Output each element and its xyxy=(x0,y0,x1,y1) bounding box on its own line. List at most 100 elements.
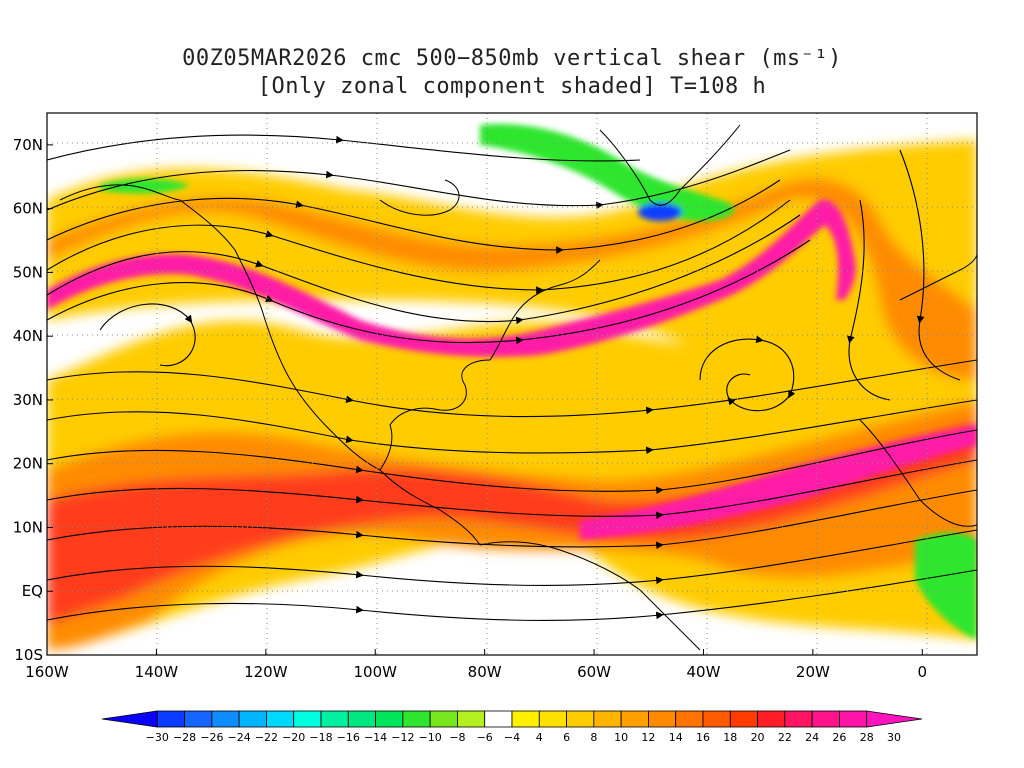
colorbar-label: −30 xyxy=(146,731,169,744)
colorbar-label: −16 xyxy=(337,731,360,744)
colorbar-label: −4 xyxy=(504,731,520,744)
colorbar-label: 8 xyxy=(590,731,597,744)
shade-strong-south xyxy=(47,420,977,625)
colorbar-label: 30 xyxy=(887,731,901,744)
streamline xyxy=(47,199,791,294)
colorbar-label: 24 xyxy=(805,731,819,744)
colorbar-swatch xyxy=(648,710,677,728)
colorbar-label: 16 xyxy=(696,731,710,744)
streamline xyxy=(47,179,781,254)
colorbar-swatch xyxy=(429,710,458,728)
map-frame xyxy=(46,112,978,656)
colorbar-swatch xyxy=(784,710,813,728)
coast-alaska xyxy=(59,184,181,201)
streamline xyxy=(47,134,641,162)
colorbar-label: 18 xyxy=(723,731,737,744)
streamline xyxy=(47,149,791,211)
shade-negative-greenland-core xyxy=(638,203,682,221)
colorbar-swatch xyxy=(757,710,786,728)
lat-tick-label: 20N xyxy=(13,455,43,473)
streamline xyxy=(47,489,977,550)
colorbar-label: −28 xyxy=(173,731,196,744)
negative-shear-shading xyxy=(100,124,977,640)
colorbar-swatch xyxy=(211,710,240,728)
graticule xyxy=(47,113,977,655)
coast-greenland xyxy=(599,124,741,206)
map-title-line-1: 00Z05MAR2026 cmc 500−850mb vertical shea… xyxy=(182,46,842,71)
lon-tick-label: 100W xyxy=(354,663,398,681)
streamlines xyxy=(47,134,977,621)
colorbar-swatch xyxy=(866,710,923,728)
map-title-line-2: [Only zonal component shaded] T=108 h xyxy=(257,74,767,99)
latitude-axis: 70N 60N 50N 40N 30N 20N 10N EQ 10S xyxy=(13,136,53,664)
colorbar-label: −8 xyxy=(449,731,465,744)
colorbar-swatch xyxy=(320,710,349,728)
lon-tick-label: 80W xyxy=(468,663,502,681)
streamline xyxy=(47,529,977,586)
longitude-axis: 160W 140W 120W 100W 80W 60W 40W 20W 0 xyxy=(25,649,927,681)
colorbar-swatch xyxy=(839,710,868,728)
colorbar-swatch xyxy=(675,710,704,728)
colorbar-label: −10 xyxy=(419,731,442,744)
shade-moderate-south xyxy=(47,400,977,650)
streamline xyxy=(47,569,977,621)
lat-tick-label: EQ xyxy=(22,582,43,600)
colorbar-label: 12 xyxy=(641,731,655,744)
colorbar-label: −24 xyxy=(228,731,251,744)
colorbar-label: 26 xyxy=(832,731,846,744)
shade-negative-greenland xyxy=(480,124,735,221)
colorbar-swatch xyxy=(484,710,513,728)
lat-tick-label: 10S xyxy=(14,646,43,664)
lat-tick-label: 70N xyxy=(13,136,43,154)
lat-tick-label: 50N xyxy=(13,263,43,281)
jet-core-shading xyxy=(47,199,977,540)
colorbar-swatch xyxy=(702,710,731,728)
streamline xyxy=(47,429,977,495)
lon-tick-label: 0 xyxy=(918,663,928,681)
colorbar-label: −22 xyxy=(255,731,278,744)
shade-jet-core-south xyxy=(580,425,977,540)
lon-tick-label: 160W xyxy=(25,663,69,681)
colorbar-swatch xyxy=(511,710,540,728)
colorbar-label: −26 xyxy=(200,731,223,744)
colorbar-swatch xyxy=(375,710,404,728)
streamline xyxy=(47,239,811,345)
shade-negative-canada xyxy=(100,178,190,194)
streamline xyxy=(847,199,891,401)
streamline xyxy=(47,399,977,455)
colorbar-label: 22 xyxy=(778,731,792,744)
colorbar-label: 10 xyxy=(614,731,628,744)
lat-tick-label: 40N xyxy=(13,327,43,345)
lat-tick-label: 60N xyxy=(13,200,43,218)
streamline xyxy=(47,459,977,520)
colorbar-swatch xyxy=(293,710,322,728)
streamline-eddy xyxy=(699,335,796,412)
colorbar-label: 4 xyxy=(536,731,543,744)
lon-tick-label: 140W xyxy=(135,663,179,681)
colorbar-swatch xyxy=(101,710,158,728)
colorbar-swatch xyxy=(156,710,185,728)
colorbar: −30 −28 −26 −24 −22 −20 −18 −16 −14 −12 −10 −8 −6 −4 4… xyxy=(101,710,923,744)
map-panel xyxy=(47,113,977,655)
colorbar-label: 6 xyxy=(563,731,570,744)
lon-tick-label: 120W xyxy=(244,663,288,681)
colorbar-label: −18 xyxy=(309,731,332,744)
colorbar-swatch xyxy=(620,710,649,728)
colorbar-swatch xyxy=(238,710,267,728)
shade-jet-core xyxy=(47,199,856,357)
colorbar-swatch xyxy=(266,710,295,728)
colorbar-label: −20 xyxy=(282,731,305,744)
lat-tick-label: 30N xyxy=(13,391,43,409)
colorbar-label: 28 xyxy=(860,731,874,744)
colorbar-swatch xyxy=(184,710,213,728)
streamline xyxy=(899,149,961,381)
streamline xyxy=(47,359,977,418)
colorbar-swatch xyxy=(811,710,840,728)
colorbar-swatch xyxy=(593,710,622,728)
colorbar-swatch xyxy=(566,710,595,728)
colorbar-swatch xyxy=(347,710,376,728)
colorbar-label: −6 xyxy=(477,731,493,744)
colorbar-swatch xyxy=(457,710,486,728)
colorbar-label: 14 xyxy=(669,731,683,744)
